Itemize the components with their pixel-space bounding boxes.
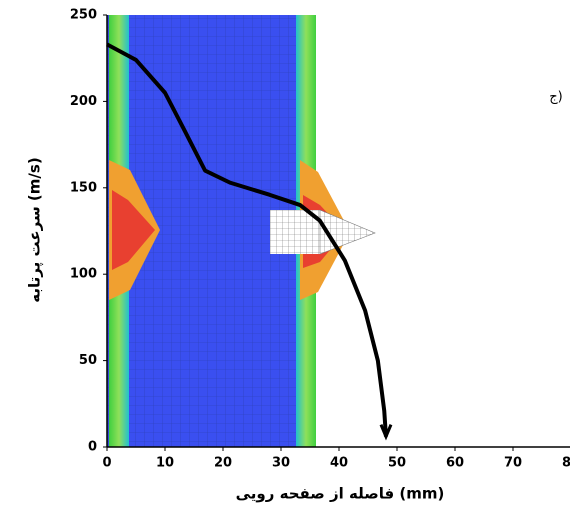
x-tick-label: 80 — [562, 456, 570, 471]
x-tick-label: 20 — [214, 456, 232, 471]
y-tick-label: 0 — [88, 440, 97, 455]
y-tick-label: 50 — [79, 353, 97, 368]
x-tick-label: 40 — [330, 456, 348, 471]
y-tick-label: 100 — [70, 267, 97, 282]
y-tick-label: 200 — [70, 94, 97, 109]
x-tick-label: 70 — [504, 456, 522, 471]
simulation-image — [107, 15, 376, 447]
y-axis-title: سرعت پرتابه (m/s) — [26, 157, 45, 302]
y-tick-label: 150 — [70, 180, 97, 195]
arrow-head — [379, 424, 393, 441]
x-tick-label: 0 — [102, 456, 111, 471]
x-tick-label: 60 — [446, 456, 464, 471]
line — [106, 42, 388, 437]
annotation: ج) — [549, 90, 562, 105]
x-tick-label: 10 — [156, 456, 174, 471]
y-tick-label: 250 — [70, 8, 97, 23]
x-tick-label: 50 — [388, 456, 406, 471]
x-tick-label: 30 — [272, 456, 290, 471]
x-axis-title: فاصله از صفحه رویی (mm) — [236, 485, 445, 503]
